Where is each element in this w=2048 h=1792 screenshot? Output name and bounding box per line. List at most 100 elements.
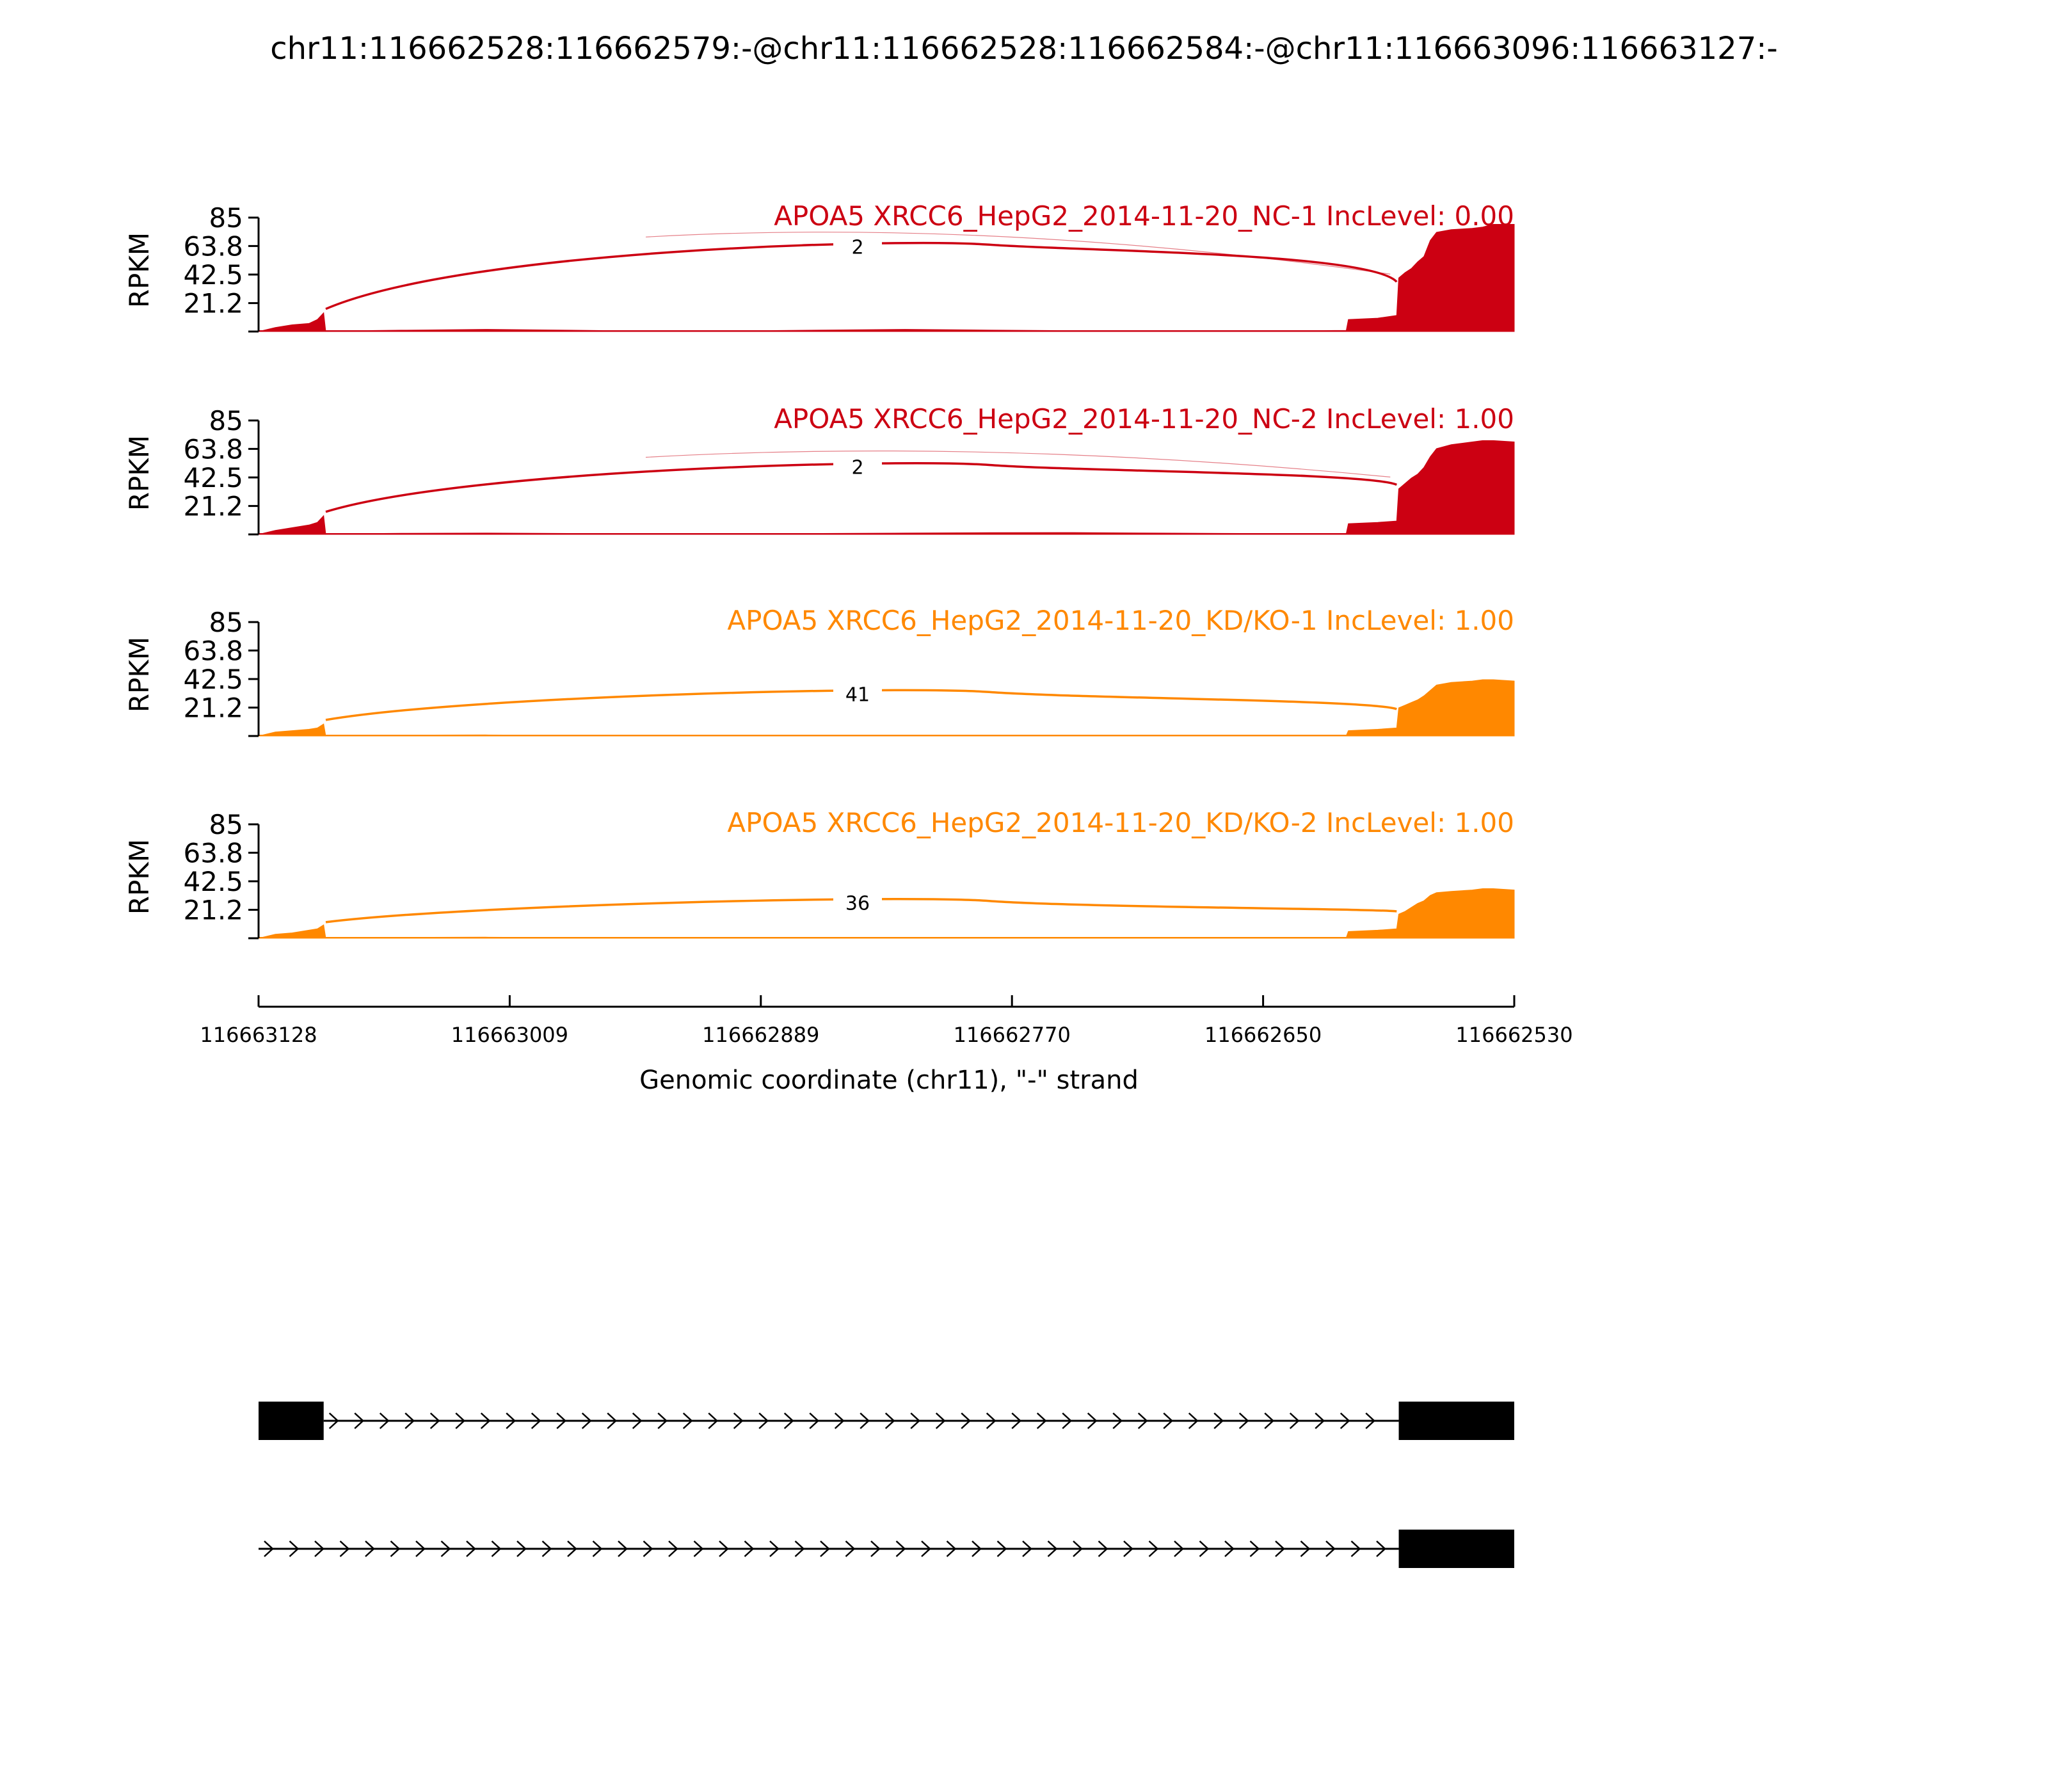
- strand-arrow: [390, 1540, 401, 1557]
- strand-arrow: [264, 1540, 274, 1557]
- x-tick-label: 116662889: [702, 1023, 819, 1047]
- strand-arrow: [1350, 1540, 1361, 1557]
- strand-arrow: [1174, 1540, 1184, 1557]
- strand-arrow: [354, 1412, 365, 1429]
- strand-arrow: [996, 1540, 1007, 1557]
- junction-arc: [325, 897, 1397, 924]
- strand-arrow: [643, 1540, 653, 1557]
- x-tick-label: 116662530: [1455, 1023, 1572, 1047]
- strand-arrow: [1325, 1540, 1336, 1557]
- strand-arrow: [592, 1540, 603, 1557]
- y-tick-label: 85: [209, 202, 243, 234]
- x-axis: Genomic coordinate (chr11), "-" strand 1…: [200, 995, 1573, 1095]
- strand-arrow: [744, 1540, 755, 1557]
- coverage-area: [258, 888, 1515, 939]
- exon-block: [259, 1402, 324, 1440]
- x-tick-label: 116663128: [200, 1023, 317, 1047]
- strand-arrow: [1148, 1540, 1159, 1557]
- strand-arrow: [870, 1540, 881, 1557]
- strand-arrow: [668, 1540, 678, 1557]
- strand-arrow: [1073, 1540, 1083, 1557]
- gene-models: [259, 1402, 1514, 1568]
- junction-arc: [325, 689, 1397, 721]
- gene-model-2: [259, 1530, 1514, 1568]
- junction-label-bg: [833, 453, 882, 479]
- strand-arrow: [921, 1540, 931, 1557]
- strand-arrow: [429, 1412, 440, 1429]
- strand-arrow: [1264, 1412, 1275, 1429]
- strand-arrow: [556, 1412, 567, 1429]
- y-tick-label: 63.8: [183, 635, 243, 666]
- y-tick-label: 42.5: [183, 462, 243, 493]
- gene-model-1: [259, 1402, 1514, 1440]
- strand-arrow: [506, 1412, 516, 1429]
- strand-arrow: [1047, 1540, 1058, 1557]
- strand-arrow: [1087, 1412, 1098, 1429]
- y-tick-label: 21.2: [183, 288, 243, 319]
- strand-arrow: [708, 1412, 719, 1429]
- strand-arrow: [516, 1540, 527, 1557]
- track-title: APOA5 XRCC6_HepG2_2014-11-20_NC-1 IncLev…: [774, 200, 1514, 232]
- strand-arrow: [1137, 1412, 1148, 1429]
- strand-arrow: [1062, 1412, 1073, 1429]
- strand-arrow: [491, 1540, 502, 1557]
- strand-arrow: [1275, 1540, 1285, 1557]
- strand-arrow: [783, 1412, 794, 1429]
- strand-arrow: [733, 1412, 744, 1429]
- y-tick-label: 21.2: [183, 895, 243, 926]
- y-tick-label: 42.5: [183, 664, 243, 695]
- strand-arrow: [834, 1412, 845, 1429]
- strand-arrow: [1112, 1412, 1123, 1429]
- junction-count-label: 41: [845, 684, 870, 706]
- strand-arrow: [1249, 1540, 1260, 1557]
- strand-arrow: [632, 1412, 643, 1429]
- junction-arc: [325, 462, 1398, 513]
- strand-arrow: [972, 1540, 982, 1557]
- strand-arrow: [986, 1412, 996, 1429]
- track-title: APOA5 XRCC6_HepG2_2014-11-20_NC-2 IncLev…: [774, 403, 1514, 435]
- y-tick-label: 21.2: [183, 491, 243, 522]
- strand-arrow: [289, 1540, 300, 1557]
- coverage-area: [258, 440, 1515, 535]
- x-tick-label: 116663009: [451, 1023, 568, 1047]
- strand-arrow: [860, 1412, 870, 1429]
- x-tick-label: 116662650: [1204, 1023, 1322, 1047]
- y-tick-label: 21.2: [183, 692, 243, 724]
- strand-arrow: [961, 1412, 972, 1429]
- strand-arrow: [769, 1540, 780, 1557]
- strand-arrow: [541, 1540, 552, 1557]
- strand-arrow: [379, 1412, 390, 1429]
- coverage-area: [258, 679, 1515, 737]
- strand-arrow: [455, 1412, 466, 1429]
- strand-arrow: [1011, 1412, 1022, 1429]
- y-axis-label: RPKM: [124, 232, 155, 308]
- strand-arrow: [567, 1540, 577, 1557]
- exon-block: [1398, 1530, 1514, 1568]
- strand-arrow: [1022, 1540, 1032, 1557]
- strand-arrow: [581, 1412, 592, 1429]
- strand-arrow: [339, 1540, 350, 1557]
- strand-arrow: [1224, 1540, 1235, 1557]
- strand-arrow: [1213, 1412, 1224, 1429]
- strand-arrow: [404, 1412, 415, 1429]
- strand-arrow: [415, 1540, 426, 1557]
- strand-arrow: [1289, 1412, 1300, 1429]
- x-axis-label: Genomic coordinate (chr11), "-" strand: [639, 1066, 1139, 1095]
- junction-count-label: 36: [845, 893, 870, 915]
- strand-arrow: [328, 1412, 339, 1429]
- exon-block: [1398, 1402, 1514, 1440]
- junction-arc: [325, 241, 1398, 310]
- strand-arrow: [1199, 1540, 1210, 1557]
- strand-arrow: [682, 1412, 693, 1429]
- strand-arrow: [1163, 1412, 1174, 1429]
- strand-arrow: [607, 1412, 618, 1429]
- junction-arc-faint: [645, 232, 1391, 275]
- y-tick-label: 85: [209, 405, 243, 436]
- strand-arrow: [440, 1540, 451, 1557]
- strand-arrow: [910, 1412, 921, 1429]
- y-axis-label: RPKM: [124, 839, 155, 915]
- y-tick-label: 63.8: [183, 433, 243, 465]
